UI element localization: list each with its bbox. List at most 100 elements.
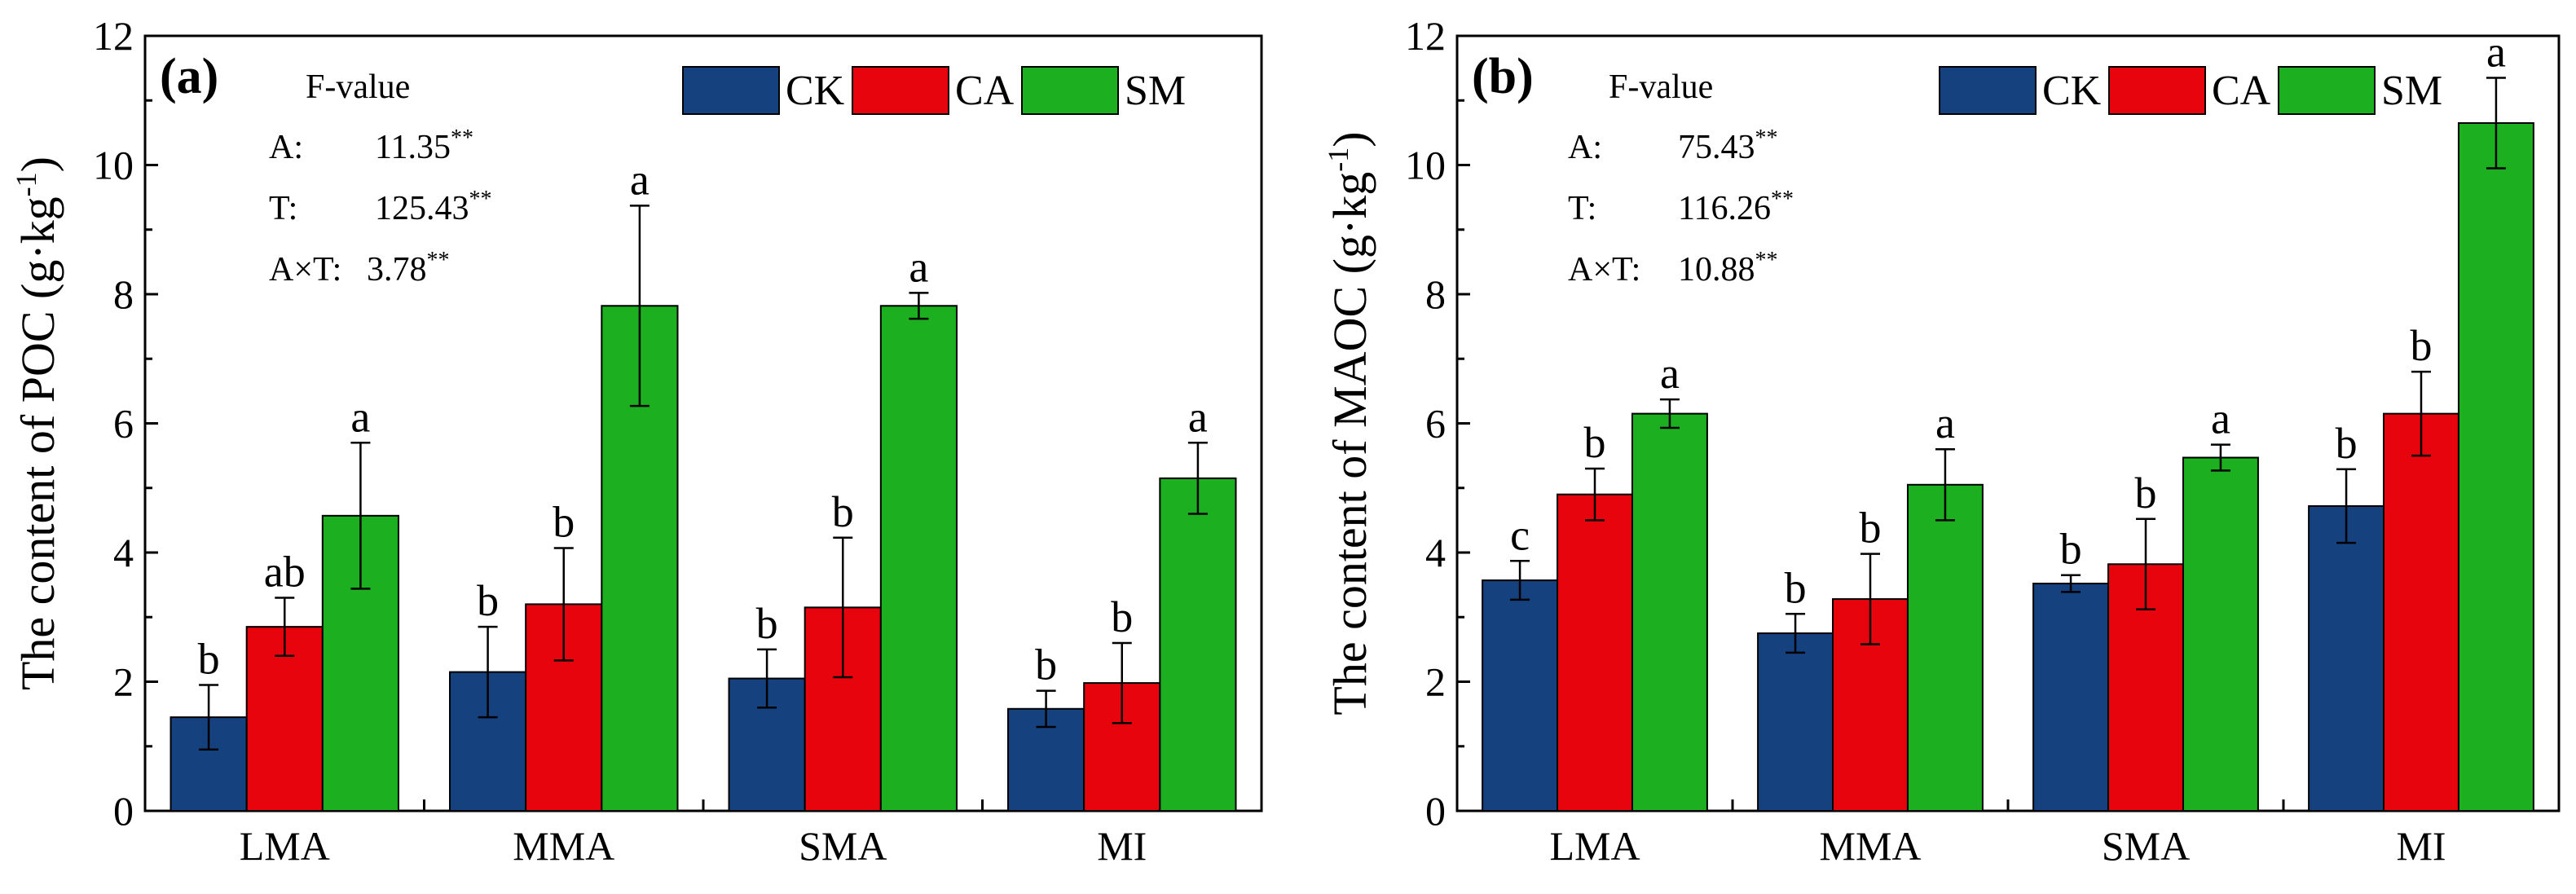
y-axis-title: The content of POC (g·kg-1) [10, 156, 64, 690]
anova-heading: F-value [1609, 68, 1713, 106]
significance-letter: b [2411, 321, 2433, 370]
bar-ca-mi [2383, 412, 2459, 812]
legend: CK CA SM [1939, 66, 2442, 115]
anova-value-number: 116.26 [1678, 190, 1771, 227]
bar-ck-mma [1757, 632, 1834, 812]
bar-sm-mi [1159, 477, 1237, 812]
anova-significance: ** [427, 248, 450, 273]
x-category-label: MI [1097, 823, 1147, 869]
anova-significance: ** [469, 187, 492, 212]
bar-ck-mi [2308, 504, 2385, 812]
significance-letter: b [198, 634, 220, 683]
legend-label: SM [2381, 68, 2442, 114]
x-category-label: MMA [1819, 823, 1921, 869]
x-category-label: LMA [1549, 823, 1640, 869]
legend-label: CK [786, 68, 845, 114]
anova-value-number: 11.35 [375, 129, 451, 166]
y-tick-label: 4 [1425, 530, 1446, 575]
legend-swatch-ca [852, 66, 949, 115]
y-axis-title-main: The content of MAOC (g·kg [1323, 172, 1376, 716]
bar-ck-lma [1482, 579, 1559, 812]
legend-swatch-ca [2108, 66, 2206, 115]
significance-letter: b [477, 576, 499, 625]
significance-letter: c [1510, 510, 1530, 559]
anova-term: A: [269, 129, 303, 166]
significance-letter: a [2486, 28, 2506, 77]
x-category-label: SMA [799, 823, 887, 869]
anova-significance: ** [1755, 126, 1778, 151]
legend: CK CA SM [682, 66, 1186, 115]
significance-letter: a [350, 392, 370, 441]
legend-swatch-sm [2278, 66, 2376, 115]
y-tick-label: 8 [1425, 271, 1446, 317]
anova-significance: ** [1771, 187, 1794, 212]
y-tick-label: 6 [113, 401, 134, 447]
bar-ca-lma [1557, 493, 1633, 812]
legend-label: SM [1125, 68, 1186, 114]
y-tick-label: 4 [113, 530, 134, 575]
anova-value-number: 10.88 [1678, 251, 1755, 288]
anova-value: 116.26** [1678, 187, 1794, 227]
legend-swatch-ck [682, 66, 780, 115]
legend-swatch-ck [1939, 66, 2037, 115]
anova-term: T: [1568, 190, 1596, 227]
x-category-label: SMA [2102, 823, 2190, 869]
significance-letter: ab [264, 547, 306, 596]
significance-letter: b [2336, 419, 2358, 468]
y-tick-label: 12 [93, 13, 134, 59]
y-axis-title-sup: -1 [1322, 148, 1354, 172]
y-tick-label: 2 [113, 659, 134, 705]
anova-term: A×T: [269, 251, 341, 288]
significance-letter: a [1188, 392, 1208, 441]
anova-value-number: 3.78 [367, 251, 427, 288]
y-axis-title: The content of MAOC (g·kg-1) [1322, 131, 1376, 715]
significance-letter: b [1035, 641, 1057, 689]
x-category-label: MMA [513, 823, 614, 869]
significance-letter: b [2060, 525, 2082, 574]
bar-sm-sma [879, 305, 958, 812]
significance-letter: a [2211, 394, 2230, 443]
anova-value: 75.43** [1678, 126, 1778, 166]
significance-letter: b [1584, 418, 1606, 467]
y-tick-label: 6 [1425, 401, 1446, 447]
y-tick-label: 8 [113, 271, 134, 317]
bar-ck-sma [2032, 583, 2110, 812]
y-tick-label: 0 [113, 788, 134, 834]
y-tick-label: 10 [1405, 143, 1446, 188]
y-tick-label: 12 [1405, 13, 1446, 59]
y-tick-label: 0 [1425, 788, 1446, 834]
chart-panel-a: 0 2 4 6 8 10 12 The content of POC (g·kg-1) LMA b… [10, 13, 1263, 869]
significance-letter: b [756, 599, 778, 648]
legend-label: CA [955, 68, 1015, 114]
significance-letter: b [1860, 504, 1882, 553]
bar-ca-lma [245, 626, 324, 813]
x-category-label: LMA [240, 823, 330, 869]
significance-letter: a [1935, 399, 1955, 447]
bar-sm-mi [2457, 121, 2534, 813]
y-axis-title-sup: -1 [10, 172, 42, 196]
y-tick-label: 10 [93, 143, 134, 188]
panel-label: (b) [1472, 49, 1534, 104]
significance-letter: b [553, 497, 575, 546]
panel-label: (a) [160, 49, 218, 104]
significance-letter: b [2135, 469, 2157, 517]
bar-sm-sma [2182, 456, 2259, 812]
anova-significance: ** [1755, 248, 1778, 273]
anova-term: T: [269, 190, 297, 227]
anova-value-number: 125.43 [375, 190, 469, 227]
x-category-label: MI [2396, 823, 2446, 869]
anova-heading: F-value [306, 68, 410, 106]
significance-letter: b [1785, 563, 1807, 612]
y-axis-title-end: ) [1323, 131, 1376, 147]
anova-value: 3.78** [367, 248, 450, 288]
y-axis-title-main: The content of POC (g·kg [11, 196, 64, 690]
anova-value: 125.43** [375, 187, 492, 227]
anova-term: A: [1568, 129, 1602, 166]
anova-significance: ** [451, 126, 473, 151]
bar-sm-mma [1906, 483, 1984, 812]
significance-letter: a [1660, 349, 1680, 398]
bar-sm-lma [1631, 412, 1708, 812]
